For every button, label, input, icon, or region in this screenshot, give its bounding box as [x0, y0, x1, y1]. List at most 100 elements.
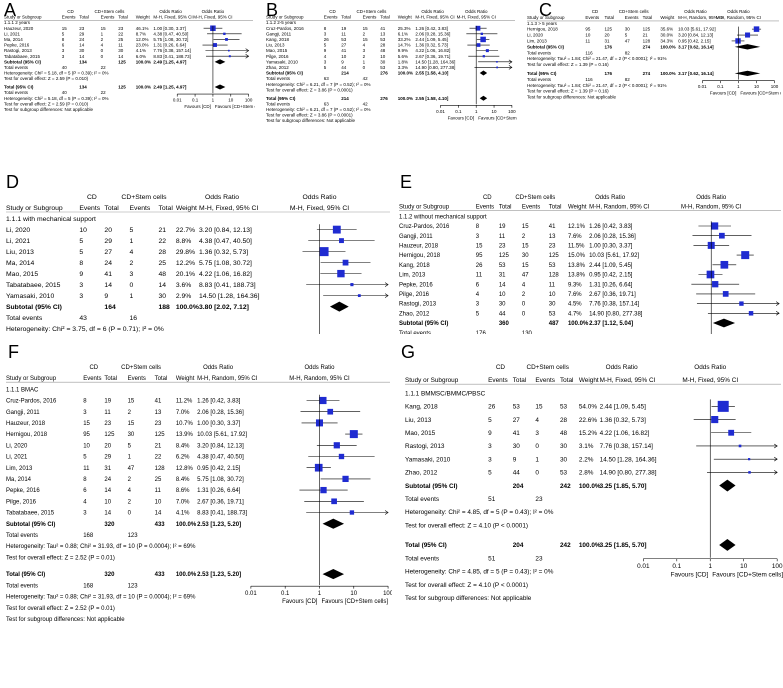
subtotal-total-stem: 188: [158, 304, 170, 311]
ci-arrow: [774, 456, 778, 462]
events-stem: 15: [363, 37, 369, 42]
forest-plot: CD CD+Stem cells Odds Ratio Odds Ratio Study…: [266, 9, 517, 123]
favours-right-label: Favours [CD+Stem cells]: [712, 572, 783, 579]
x-tick-label: 100: [772, 563, 783, 570]
total-cd: 9: [513, 456, 517, 463]
effect-marker: [712, 281, 719, 288]
study-name: Ma, 2014: [4, 37, 23, 42]
study-weight: 20.1%: [176, 271, 195, 278]
total-cd: 23: [499, 244, 506, 250]
subtotal-total-stem: 487: [549, 321, 560, 327]
study-name: Mao, 2015: [6, 271, 38, 278]
study-name: Cruz-Pardos, 2016: [266, 26, 304, 31]
subtotal-weight: 100.0%: [176, 304, 199, 311]
total-stem: 28: [158, 249, 166, 256]
study-weight: 2.2%: [579, 456, 594, 463]
effect-marker: [476, 43, 481, 47]
study-ci: 1.31 [0.26, 6.64]: [589, 282, 633, 288]
total-events-label: Total events: [4, 65, 29, 70]
panel-label: G: [401, 342, 416, 362]
total-events-label: Total events: [266, 76, 291, 81]
effect-marker: [748, 471, 751, 474]
total-stem: 13: [380, 31, 386, 36]
study-weight: 7.0%: [176, 410, 190, 416]
total-cd: 53: [499, 263, 506, 269]
forest-plot: CD CD+Stem cells Odds Ratio Odds Ratio Study…: [6, 365, 392, 623]
total-cd: 29: [104, 455, 111, 461]
total-events-cd: 40: [62, 65, 68, 70]
study-ci: 10.03 [5.61, 17.92]: [678, 27, 716, 32]
subtotal-ci: 2.49 [1.25, 4.97]: [153, 59, 187, 64]
total-events-cd: 168: [83, 533, 94, 539]
study-name: Tabatabaee, 2015: [4, 54, 41, 59]
ci-arrow: [245, 53, 250, 59]
subtotal-weight: 100.0%: [136, 59, 151, 64]
total-total-cd: 214: [341, 96, 349, 101]
total-total-stem: 433: [155, 572, 166, 578]
favours-right-label: Favours [CD+Stem cells]: [478, 115, 517, 120]
total-stem: 48: [560, 430, 568, 437]
subgroup-title: 1.1.1 BMMSC/BMMC/PBSC: [405, 390, 486, 397]
total-stem: 22: [155, 455, 162, 461]
subgroup-differences-text: Test for subgroup differences: Not appli…: [527, 95, 616, 100]
subgroup-title: 1.1.3 > 5 years: [527, 21, 558, 26]
x-tick-label: 1: [708, 563, 712, 570]
study-name: Li, 2020: [527, 33, 544, 38]
events-cd: 3: [83, 511, 87, 517]
events-cd: 26: [488, 404, 496, 411]
total-cd: 19: [499, 224, 506, 230]
panel-label: F: [8, 342, 19, 362]
events-stem: 1: [535, 456, 539, 463]
events-cd: 5: [79, 238, 83, 245]
study-name: Li, 2021: [4, 31, 21, 36]
total-cd: 14: [499, 282, 506, 288]
total-cd: 125: [104, 432, 115, 438]
events-cd: 3: [79, 293, 83, 300]
events-cd: 15: [62, 26, 68, 31]
subtotal-total-stem: 276: [380, 71, 388, 76]
events-stem: 1: [128, 455, 132, 461]
study-name: Yamasaki, 2010: [6, 293, 54, 300]
events-stem: 3: [130, 271, 134, 278]
total-stem: 25: [158, 260, 166, 267]
study-weight: 2.8%: [579, 470, 594, 477]
events-stem: 0: [522, 311, 526, 317]
total-events-label: Total events: [6, 315, 43, 322]
events-cd: 8: [62, 37, 65, 42]
subgroup-differences-text: Test for subgroup differences: Not appli…: [266, 118, 355, 123]
subtotal-total-cd: 204: [513, 483, 524, 490]
study-ci: 2.67 [0.36, 19.71]: [589, 292, 636, 298]
total-events-stem: 42: [363, 76, 369, 81]
odds-ratio-col-header: Odds Ratio: [205, 194, 239, 201]
events-stem: 0: [535, 470, 539, 477]
events-stem: 15: [128, 421, 135, 427]
study-name: Hernigou, 2018: [527, 27, 558, 32]
total-stem: 48: [380, 48, 386, 53]
total-cd: 10: [341, 54, 347, 59]
total-stem: 28: [560, 417, 568, 424]
study-ci: 0.95 [0.42, 2.15]: [197, 466, 241, 472]
total-ci: 3.25 [1.85, 5.70]: [600, 542, 647, 549]
study-name: Li, 2021: [6, 455, 28, 461]
events-cd: 8: [83, 399, 87, 405]
events-stem: 47: [625, 39, 631, 44]
total-total-stem: 274: [643, 71, 651, 76]
panel-g: G CD CD+Stem cells Odds Ratio Odds Ratio Stu…: [395, 342, 783, 687]
study-ci: 7.76 [0.38, 157.14]: [600, 443, 654, 450]
total-stem: 30: [380, 59, 386, 64]
total-cd: 10: [499, 292, 506, 298]
subgroup-differences-text: Test for subgroup differences: Not appli…: [405, 595, 532, 602]
study-weight: 3.1%: [579, 443, 594, 450]
panel-d: D CD CD+Stem cells Odds Ratio Odds Ratio Stu…: [0, 172, 392, 334]
events-header: Events: [130, 205, 151, 212]
total-cd: 44: [341, 65, 347, 70]
subgroup-title: 1.1.1 BMAC: [6, 387, 39, 393]
study-name: Liu, 2013: [405, 417, 432, 424]
forest-plot: CD CD+Stem cells Odds Ratio Odds Ratio Study…: [399, 195, 781, 334]
subgroup-differences-text: Test for subgroup differences: Not appli…: [4, 107, 93, 112]
study-ci: 8.83 [0.41, 188.73]: [199, 282, 256, 289]
study-name: Zhao, 2012: [266, 65, 289, 70]
study-ci: 2.67 [0.36, 19.71]: [197, 499, 244, 505]
events-header: Events: [476, 205, 494, 211]
study-name: Rastogi, 2013: [4, 48, 32, 53]
